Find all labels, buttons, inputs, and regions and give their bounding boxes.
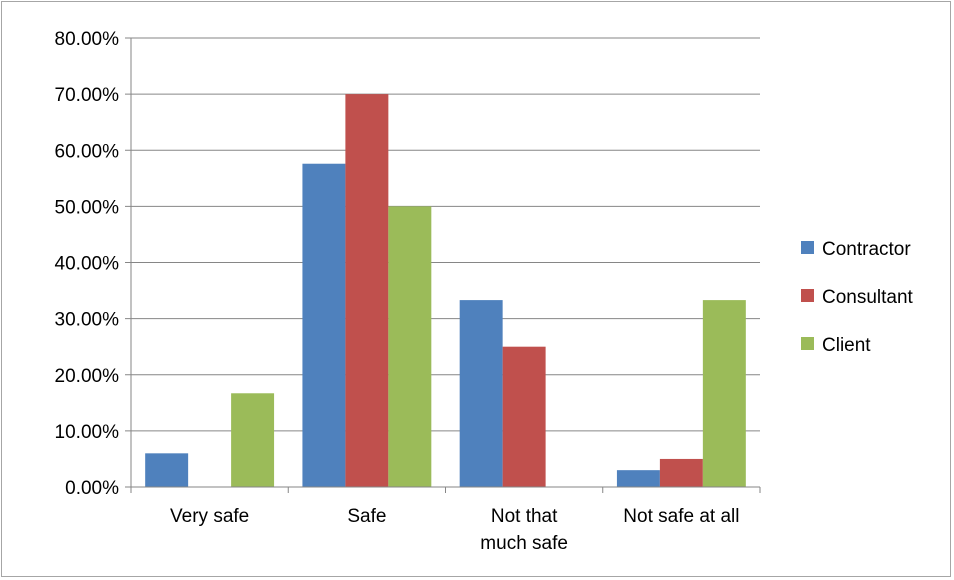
legend-label-contractor: Contractor xyxy=(822,239,911,260)
x-axis-category-labels: Very safe Safe Not that much safe Not safe a… xyxy=(170,506,739,554)
y-tick-label: 50.00% xyxy=(55,197,120,218)
bar-contractor xyxy=(459,300,503,487)
bar-consultant xyxy=(345,94,389,487)
y-tick-label: 80.00% xyxy=(55,29,120,50)
y-tick-label: 70.00% xyxy=(55,85,120,106)
bar-client xyxy=(231,393,275,487)
legend-swatch-consultant xyxy=(801,289,814,302)
legend-swatch-contractor xyxy=(801,241,814,254)
legend: Contractor Consultant Client xyxy=(801,239,914,356)
bar-contractor xyxy=(616,470,660,487)
y-tick-label: 60.00% xyxy=(55,141,120,162)
bar-contractor xyxy=(302,163,346,487)
y-axis-tick-labels: 0.00% 10.00% 20.00% 30.00% 40.00% 50.00% 60.00… xyxy=(55,29,120,499)
x-category-label: much safe xyxy=(480,533,568,554)
legend-label-consultant: Consultant xyxy=(822,287,914,308)
y-tick-label: 10.00% xyxy=(55,422,120,443)
x-category-label: Safe xyxy=(347,506,386,527)
bars xyxy=(145,94,746,487)
y-tick-label: 20.00% xyxy=(55,366,120,387)
gridlines xyxy=(131,37,760,432)
bar-consultant xyxy=(659,458,703,487)
x-category-label: Not safe at all xyxy=(623,506,739,527)
legend-label-client: Client xyxy=(822,335,871,356)
bar-client xyxy=(388,206,432,487)
legend-swatch-client xyxy=(801,337,814,350)
y-tick-label: 30.00% xyxy=(55,310,120,331)
bar-contractor xyxy=(145,453,189,487)
y-tick-label: 0.00% xyxy=(65,478,119,499)
bar-consultant xyxy=(502,346,546,487)
axes xyxy=(125,37,761,493)
x-category-label: Not that xyxy=(491,506,558,527)
x-category-label: Very safe xyxy=(170,506,249,527)
bar-client xyxy=(702,300,746,487)
y-tick-label: 40.00% xyxy=(55,254,120,275)
